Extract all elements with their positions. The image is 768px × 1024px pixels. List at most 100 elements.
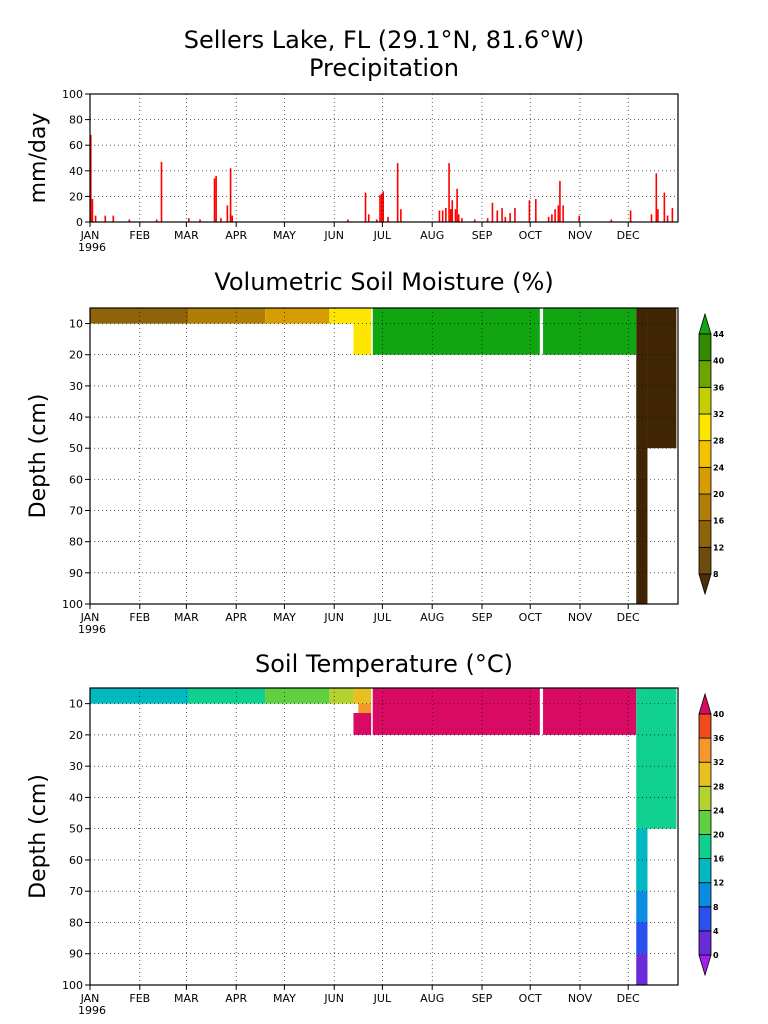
heatmap-cell bbox=[90, 688, 188, 704]
precip-bar bbox=[94, 215, 97, 222]
heatmap-cell bbox=[372, 308, 540, 355]
precip-bar bbox=[473, 219, 476, 222]
plot-frame bbox=[89, 93, 679, 223]
precip-bar bbox=[449, 209, 452, 222]
precip-bar bbox=[387, 216, 389, 222]
heatmap-cell bbox=[636, 891, 648, 923]
y-tick-label: 40 bbox=[69, 411, 83, 424]
figure-title: Sellers Lake, FL (29.1°N, 81.6°W) bbox=[184, 26, 585, 54]
precip-bar bbox=[448, 163, 450, 222]
precip-bar bbox=[445, 207, 447, 222]
precip-bar bbox=[188, 218, 190, 222]
precip-bar bbox=[610, 219, 613, 222]
year-label: 1996 bbox=[78, 241, 106, 254]
y-tick-label: 10 bbox=[69, 318, 83, 331]
heatmap-cell bbox=[647, 308, 677, 449]
precip-bar bbox=[650, 214, 653, 222]
colorbar-swatch bbox=[698, 386, 712, 415]
precip-bar bbox=[199, 219, 201, 222]
colorbar-swatch bbox=[698, 882, 712, 908]
y-tick-label: 30 bbox=[69, 760, 83, 773]
x-tick-label-mar: MAR bbox=[174, 611, 199, 624]
colorbar-label: 36 bbox=[713, 734, 725, 743]
x-tick-label-jan: JAN bbox=[80, 229, 100, 242]
precip-bar bbox=[400, 209, 402, 222]
precip-bar bbox=[213, 178, 216, 222]
y-tick-label: 60 bbox=[69, 139, 83, 152]
x-tick-label-may: MAY bbox=[273, 229, 296, 242]
heatmap-cell bbox=[372, 688, 540, 735]
x-tick-label-sep: SEP bbox=[472, 992, 493, 1005]
heatmap-cell bbox=[188, 688, 266, 704]
heatmap-cell bbox=[265, 308, 330, 324]
colorbar-label: 20 bbox=[713, 831, 725, 840]
precip-bar bbox=[155, 219, 158, 222]
x-tick-label-sep: SEP bbox=[472, 229, 493, 242]
plot-frame bbox=[89, 687, 679, 986]
colorbar-label: 28 bbox=[713, 437, 725, 446]
y-tick-label: 80 bbox=[69, 536, 83, 549]
x-tick-label-oct: OCT bbox=[519, 611, 542, 624]
x-tick-label-dec: DEC bbox=[617, 611, 640, 624]
moisture-panel: JAN FEB MAR APR MAY JUN JUL AUG SEP OCT NOV DEC 1996… bbox=[26, 307, 725, 636]
heatmap-cell bbox=[647, 688, 677, 829]
y-axis-label: mm/day bbox=[26, 113, 51, 204]
precip-bar bbox=[504, 216, 507, 222]
colorbar-label: 36 bbox=[713, 383, 725, 392]
precip-bar bbox=[554, 209, 556, 222]
precip-bar bbox=[90, 134, 92, 222]
precip-bar bbox=[535, 198, 537, 222]
y-tick-label: 90 bbox=[69, 567, 83, 580]
colorbar-label: 8 bbox=[713, 903, 719, 912]
x-tick-label-may: MAY bbox=[273, 992, 296, 1005]
colorbar-swatch bbox=[698, 440, 712, 468]
precip-bar bbox=[666, 215, 669, 222]
heatmap-cell bbox=[188, 308, 266, 324]
colorbar-swatch bbox=[698, 785, 712, 811]
precip-bar bbox=[501, 207, 503, 222]
y-tick-label: 100 bbox=[62, 88, 83, 101]
heatmap-cell bbox=[353, 688, 372, 704]
colorbar-label: 32 bbox=[713, 758, 724, 767]
heatmap-cell bbox=[358, 703, 372, 714]
colorbar-label: 28 bbox=[713, 782, 725, 791]
y-tick-label: 60 bbox=[69, 473, 83, 486]
colorbar-swatch bbox=[698, 333, 712, 362]
y-tick-label: 50 bbox=[69, 442, 83, 455]
precip-bar bbox=[657, 209, 659, 222]
precip-bar bbox=[160, 161, 163, 222]
y-tick-label: 20 bbox=[69, 349, 83, 362]
precip-bar bbox=[396, 163, 399, 222]
precip-bar bbox=[379, 195, 381, 222]
colorbar-swatch bbox=[698, 834, 712, 860]
x-tick-label-feb: FEB bbox=[129, 229, 150, 242]
y-tick-label: 10 bbox=[69, 698, 83, 711]
moisture-title: Volumetric Soil Moisture (%) bbox=[214, 268, 553, 296]
precip-bar bbox=[380, 193, 383, 222]
colorbar-min-arrow bbox=[698, 573, 712, 596]
precip-bar bbox=[364, 192, 367, 222]
colorbar-label: 0 bbox=[713, 951, 719, 960]
x-tick-label-feb: FEB bbox=[129, 611, 150, 624]
x-tick-label-aug: AUG bbox=[420, 611, 444, 624]
x-tick-label-feb: FEB bbox=[129, 992, 150, 1005]
y-axis-label: Depth (cm) bbox=[26, 394, 51, 519]
y-tick-label: 40 bbox=[69, 791, 83, 804]
y-tick-label: 60 bbox=[69, 854, 83, 867]
x-tick-label-jan: JAN bbox=[80, 992, 100, 1005]
year-label: 1996 bbox=[78, 623, 106, 636]
colorbar-swatch bbox=[698, 810, 712, 835]
colorbar-label: 20 bbox=[713, 490, 725, 499]
colorbar-label: 16 bbox=[713, 855, 725, 864]
x-tick-label-jun: JUN bbox=[323, 229, 344, 242]
y-tick-label: 0 bbox=[76, 216, 83, 229]
colorbar-label: 4 bbox=[713, 927, 719, 936]
heatmap-cell bbox=[353, 713, 372, 735]
x-tick-label-jun: JUN bbox=[323, 611, 344, 624]
colorbar-min-arrow bbox=[698, 954, 712, 977]
x-tick-label-jul: JUL bbox=[373, 992, 392, 1005]
precip-bar bbox=[454, 209, 457, 222]
temperature-title: Soil Temperature (°C) bbox=[255, 650, 513, 678]
colorbar-swatch bbox=[698, 930, 712, 956]
x-tick-label-jan: JAN bbox=[80, 611, 100, 624]
